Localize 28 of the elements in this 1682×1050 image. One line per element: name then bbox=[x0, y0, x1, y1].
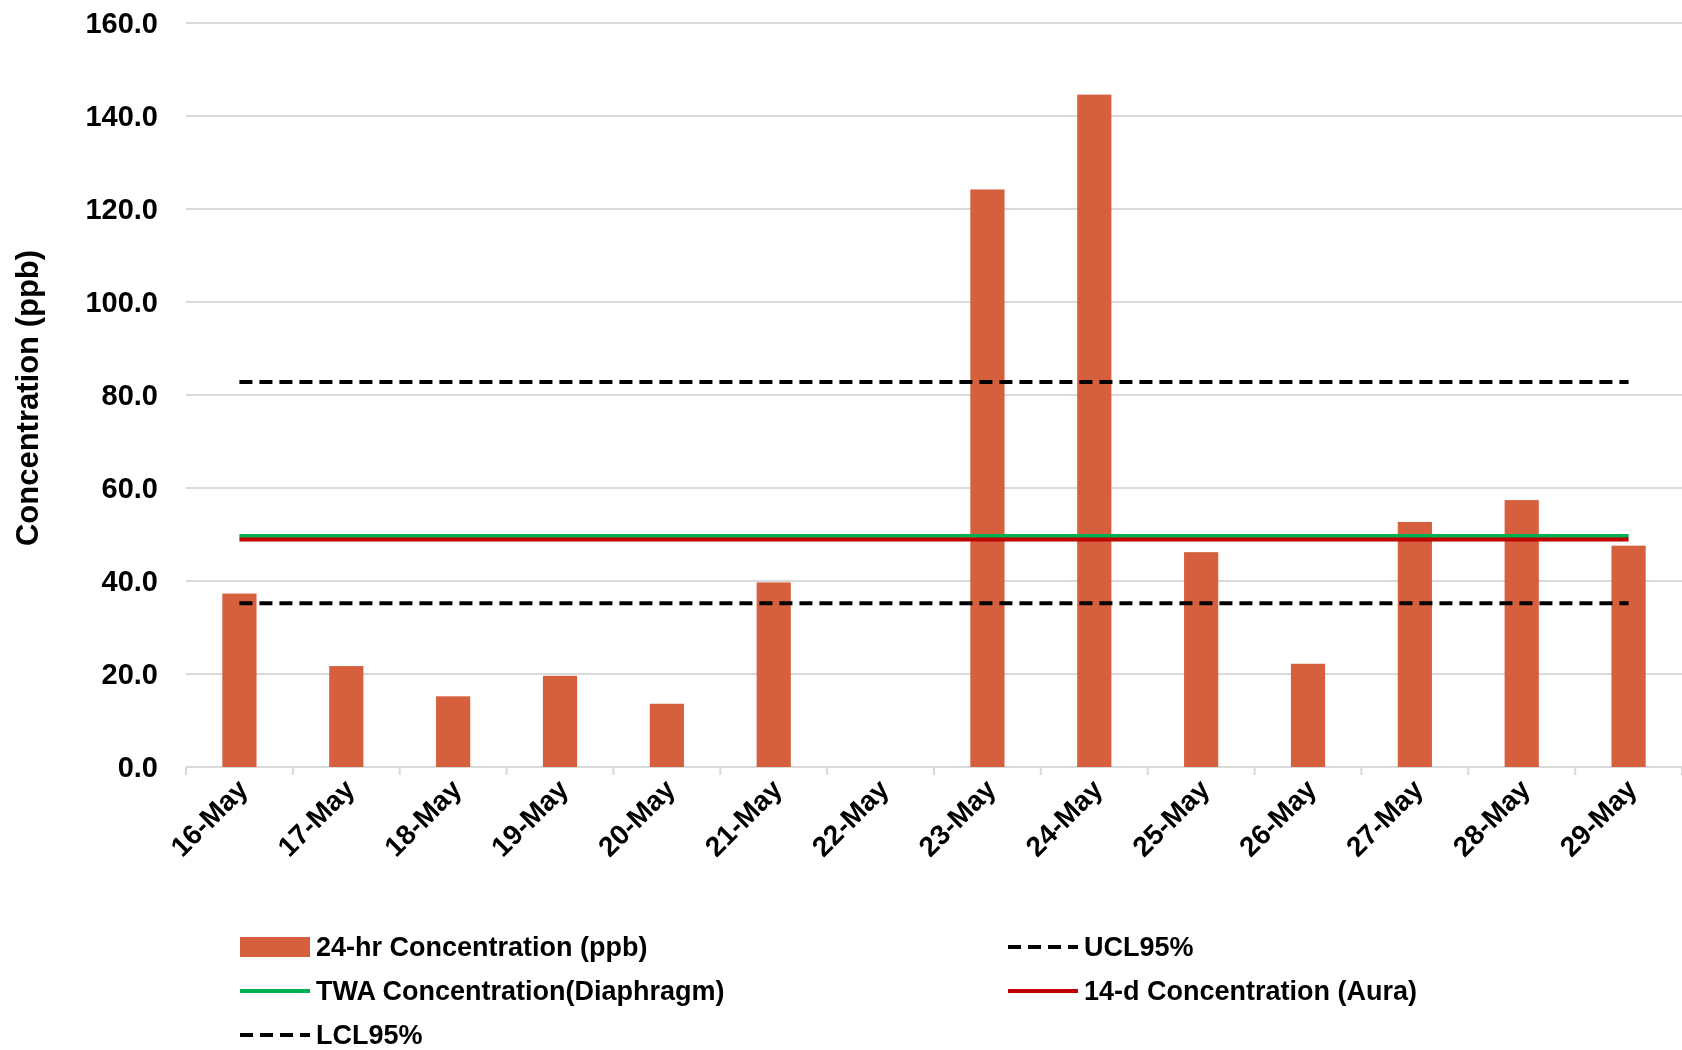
legend-label: 24-hr Concentration (ppb) bbox=[316, 932, 648, 962]
bar bbox=[649, 703, 684, 767]
bar bbox=[1397, 521, 1432, 767]
y-tick-label: 20.0 bbox=[101, 658, 158, 690]
bar bbox=[542, 675, 578, 767]
legend-label: UCL95% bbox=[1084, 932, 1194, 962]
bar bbox=[1504, 500, 1539, 767]
y-tick-label: 40.0 bbox=[101, 565, 158, 597]
legend-label: 14-d Concentration (Aura) bbox=[1084, 976, 1418, 1006]
y-axis-title: Concentration (ppb) bbox=[9, 249, 45, 547]
bar bbox=[1184, 552, 1219, 767]
bar bbox=[436, 696, 471, 767]
bar bbox=[970, 189, 1005, 767]
y-tick-label: 60.0 bbox=[101, 472, 158, 504]
bar bbox=[1077, 94, 1112, 767]
y-tick-label: 160.0 bbox=[85, 7, 158, 39]
bar bbox=[1290, 663, 1326, 767]
bar bbox=[222, 593, 257, 767]
y-tick-label: 80.0 bbox=[101, 379, 158, 411]
legend-label: TWA Concentration(Diaphragm) bbox=[316, 976, 725, 1006]
y-tick-label: 0.0 bbox=[117, 751, 158, 783]
bar bbox=[756, 582, 791, 767]
y-tick-label: 140.0 bbox=[85, 100, 158, 132]
bar bbox=[329, 666, 364, 767]
legend-label: LCL95% bbox=[316, 1020, 423, 1050]
bar bbox=[1611, 545, 1646, 767]
y-tick-label: 120.0 bbox=[85, 193, 158, 225]
y-tick-label: 100.0 bbox=[85, 286, 158, 318]
